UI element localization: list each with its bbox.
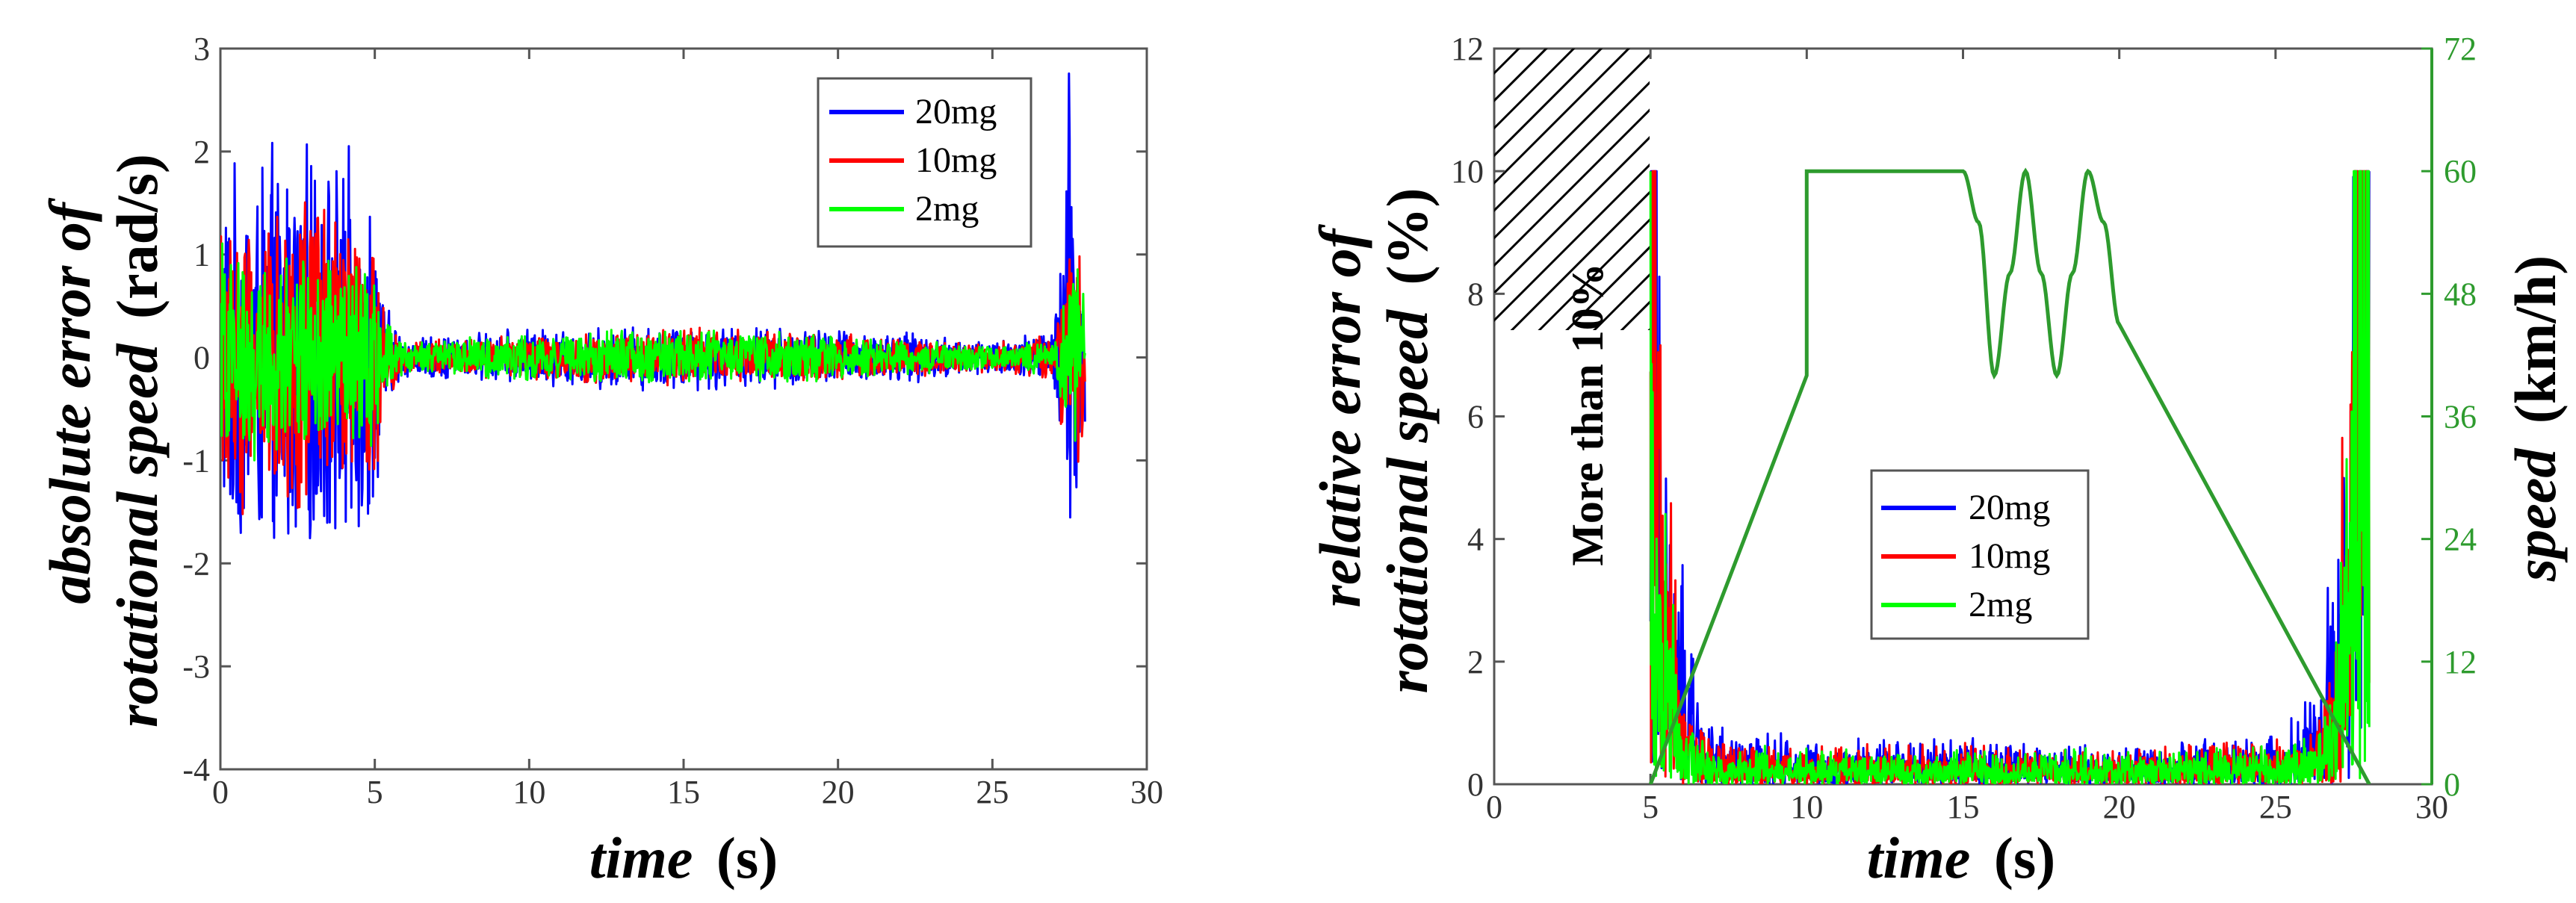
chart-1: 0 5 10 15 20 25 30 -4 -3 -2 -1 0 1 2 3 20mg 10mg 2mg t…	[37, 31, 1163, 890]
chart-1-series	[220, 72, 1086, 539]
chart-1-x-tick-label: 5	[367, 774, 383, 810]
chart-2-y2-tick-label: 0	[2444, 766, 2460, 803]
chart-1-x-tick-label: 10	[513, 774, 545, 810]
chart-2-y2-tick-label: 72	[2444, 31, 2477, 67]
chart-2-x-tick-label: 30	[2415, 789, 2448, 825]
chart-2-y-tick-label: 8	[1467, 276, 1484, 312]
chart-1-y-tick-label: -4	[182, 751, 210, 788]
chart-1-y-tick-label: -2	[182, 545, 210, 582]
chart-1-legend-label-2mg: 2mg	[915, 189, 979, 229]
chart-2-y-tick-label: 12	[1451, 31, 1484, 67]
chart-1-y-tick-label: -1	[182, 442, 210, 479]
chart-2-y-axis-label-line-1: relative error of	[1307, 224, 1372, 608]
chart-1-y-tick-label: 2	[193, 134, 210, 170]
chart-2-x-tick-label: 20	[2103, 789, 2136, 825]
chart-1-x-tick-label: 0	[212, 774, 229, 810]
chart-2-legend-label-20mg: 20mg	[1969, 488, 2050, 527]
chart-2-y2-tick-label: 24	[2444, 521, 2477, 558]
chart-1-y-tick-label: 1	[193, 237, 210, 273]
chart-1-legend: 20mg 10mg 2mg	[817, 77, 1032, 248]
chart-1-series-2mg	[220, 242, 1086, 462]
chart-2-series-2mg	[1649, 170, 2371, 784]
chart-2-y2-tick-label: 48	[2444, 276, 2477, 312]
chart-2-x-axis-label: time (s)	[1867, 825, 2055, 890]
chart-2-y-tick-label: 6	[1467, 399, 1484, 435]
chart-2-x-tick-label: 0	[1486, 789, 1502, 825]
chart-1-legend-label-20mg: 20mg	[915, 92, 997, 131]
chart-2-legend-label-10mg: 10mg	[1969, 536, 2050, 576]
chart-1-x-tick-label: 15	[667, 774, 700, 810]
chart-2-annotation: More than 10%	[1563, 263, 1612, 566]
chart-2-y-tick-label: 4	[1467, 521, 1484, 558]
chart-2-y-axis-label-line-2: rotational speed (%)	[1375, 188, 1440, 694]
chart-2-y-tick-label: 0	[1467, 766, 1484, 803]
chart-2-y-tick-label: 2	[1467, 644, 1484, 680]
chart-1-x-tick-label: 20	[822, 774, 855, 810]
chart-1-legend-label-10mg: 10mg	[915, 140, 997, 180]
chart-1-y-tick-label: 0	[193, 340, 210, 376]
chart-2-y2-axis-label: speed (km/h)	[2503, 255, 2568, 582]
chart-2-x-tick-label: 25	[2259, 789, 2292, 825]
chart-2-x-tick-label: 10	[1790, 789, 1823, 825]
chart-2-legend: 20mg 10mg 2mg	[1870, 469, 2090, 640]
chart-2-y2-tick-label: 12	[2444, 644, 2477, 680]
chart-2-x-tick-label: 5	[1642, 789, 1659, 825]
chart-1-x-tick-label: 30	[1130, 774, 1163, 810]
chart-1-y-tick-label: 3	[193, 31, 210, 67]
chart-2-legend-box	[1870, 469, 2090, 640]
chart-2-series	[1648, 167, 2371, 784]
chart-2-hatched-region	[1494, 49, 1650, 330]
chart-2-y2-tick-label: 60	[2444, 153, 2477, 190]
chart-1-ticks: 0 5 10 15 20 25 30 -4 -3 -2 -1 0 1 2 3	[182, 31, 1163, 810]
chart-2-speed-profile-line	[1648, 167, 2371, 784]
chart-2-legend-label-2mg: 2mg	[1969, 585, 2032, 624]
chart-1-x-tick-label: 25	[976, 774, 1009, 810]
chart-2-y2-tick-label: 36	[2444, 399, 2477, 435]
chart-2-x-tick-label: 15	[1947, 789, 1980, 825]
chart-2-y-tick-label: 10	[1451, 153, 1484, 190]
chart-1-y-axis-label-line-1: absolute error of	[37, 197, 102, 603]
chart-1-x-axis-label: time (s)	[589, 825, 778, 890]
chart-1-y-axis-label-line-2: rotational speed (rad/s)	[105, 154, 170, 727]
chart-1-y-tick-label: -3	[182, 648, 210, 685]
